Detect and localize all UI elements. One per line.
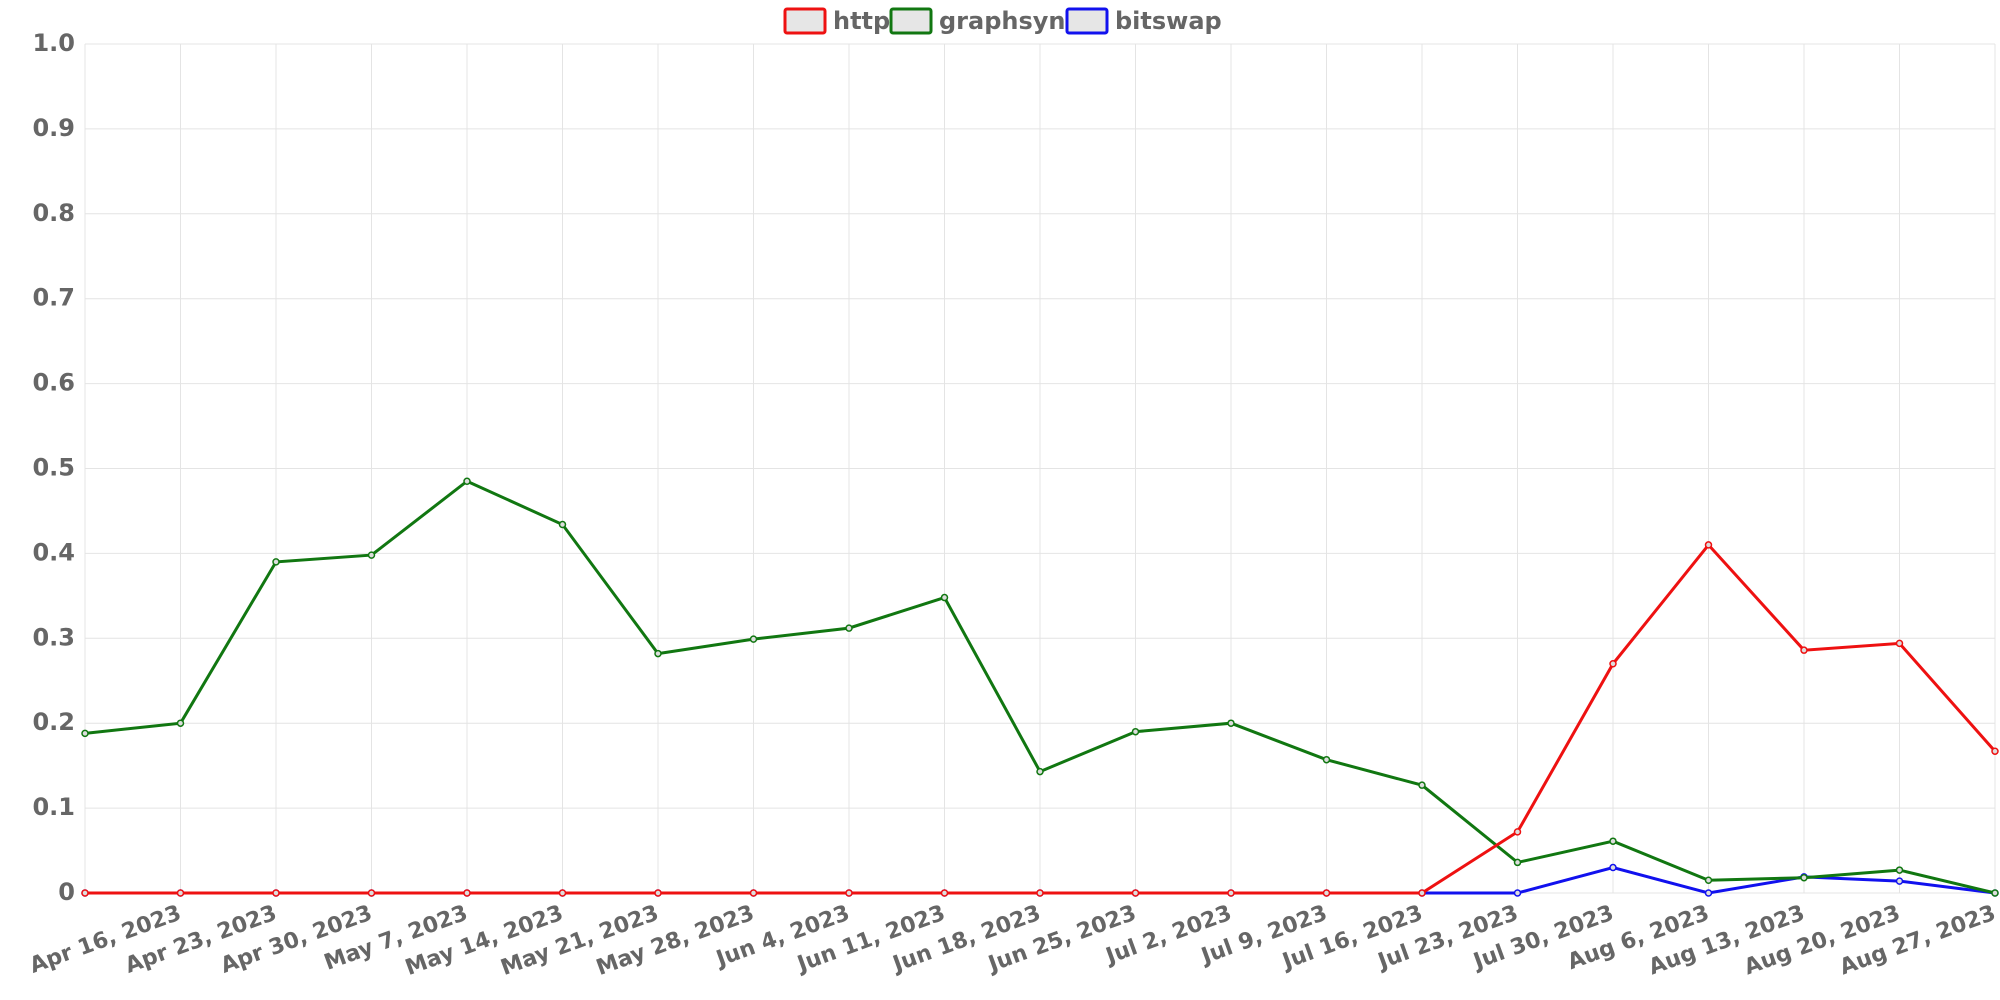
point — [1513, 858, 1522, 867]
point — [940, 889, 949, 897]
y-tick-label: 0.6 — [32, 369, 75, 397]
point — [1227, 719, 1235, 727]
point — [1609, 660, 1617, 668]
point — [81, 889, 89, 897]
y-tick-label: 1.0 — [32, 29, 75, 57]
point — [558, 520, 567, 529]
point — [1895, 639, 1904, 648]
legend-label: graphsync — [939, 7, 1080, 35]
point — [1036, 889, 1044, 897]
point — [1322, 889, 1331, 897]
y-tick-label: 0.7 — [32, 284, 75, 312]
legend-swatch — [783, 7, 827, 35]
y-tick-label: 0.2 — [32, 708, 75, 736]
legend-swatch — [1065, 7, 1109, 35]
y-tick-label: 0.1 — [32, 793, 75, 821]
point — [367, 551, 376, 559]
point — [176, 719, 185, 727]
y-tick-label: 0.9 — [32, 114, 75, 142]
y-tick-label: 0.4 — [32, 538, 75, 566]
point — [1895, 877, 1904, 885]
y-tick-label: 0 — [58, 878, 75, 906]
point — [845, 889, 853, 897]
point — [272, 558, 280, 566]
point — [1704, 541, 1713, 549]
point — [367, 889, 376, 897]
legend-label: http — [833, 7, 890, 35]
point — [1227, 889, 1235, 897]
point — [1895, 866, 1904, 874]
point — [558, 889, 567, 897]
legend-label: bitswap — [1115, 7, 1222, 35]
point — [940, 593, 949, 602]
point — [463, 477, 471, 485]
point — [272, 889, 280, 897]
y-tick-label: 0.8 — [32, 199, 75, 227]
point — [1513, 889, 1522, 897]
point — [1704, 889, 1713, 897]
point — [1513, 828, 1522, 836]
point — [1609, 837, 1617, 845]
y-tick-label: 0.3 — [32, 623, 75, 651]
point — [654, 649, 662, 658]
point — [1704, 876, 1713, 885]
y-tick-label: 0.5 — [32, 454, 75, 482]
point — [1418, 889, 1426, 897]
point — [463, 889, 471, 897]
point — [749, 635, 758, 643]
point — [81, 729, 89, 738]
point — [1322, 755, 1331, 764]
point — [176, 889, 185, 897]
point — [1131, 889, 1140, 897]
legend-swatch — [889, 7, 933, 35]
point — [1800, 873, 1808, 882]
point — [654, 889, 662, 897]
point — [1036, 767, 1044, 776]
point — [845, 624, 853, 632]
point — [1418, 781, 1426, 789]
point — [1800, 646, 1808, 654]
point — [749, 889, 758, 897]
point — [1991, 889, 1999, 897]
point — [1991, 747, 1999, 755]
point — [1609, 863, 1617, 872]
point — [1131, 727, 1140, 736]
